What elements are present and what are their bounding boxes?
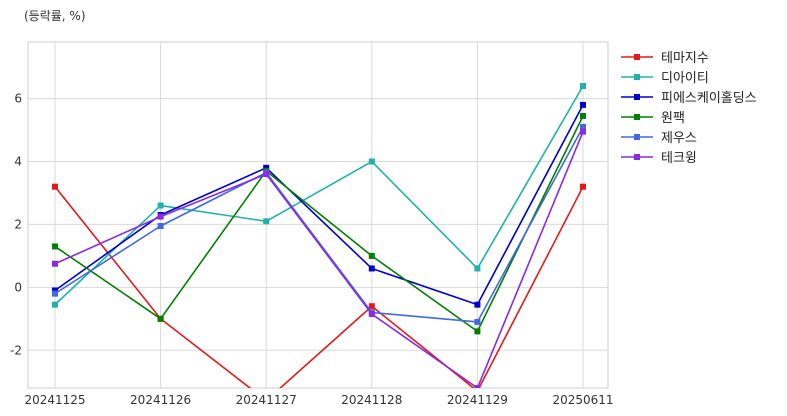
series-2-point — [474, 265, 481, 272]
legend-label: 디아이티 — [661, 71, 709, 86]
series-3-point — [368, 265, 375, 272]
series-5-point — [580, 123, 586, 130]
series-4-point — [580, 112, 586, 119]
series-3-point — [263, 164, 270, 171]
series-line-6 — [54, 131, 584, 388]
legend-label: 제우스 — [661, 131, 697, 146]
series-line-3 — [54, 104, 584, 306]
series-2-point — [157, 202, 164, 209]
series-5-point — [157, 223, 164, 230]
series-5-point — [474, 318, 481, 325]
y-tick-label: 6 — [14, 92, 22, 106]
legend-label: 원팩 — [661, 111, 685, 126]
series-6-point — [263, 171, 270, 178]
series-4-point — [368, 252, 375, 259]
series-2-point — [368, 158, 375, 165]
grid-lines — [28, 42, 608, 388]
legend-marker — [634, 54, 640, 60]
legend-label: 피에스케이홀딩스 — [661, 91, 757, 106]
series-4-point — [474, 328, 481, 335]
series-line-4 — [54, 115, 584, 333]
series-4-point — [157, 315, 164, 322]
legend-marker — [634, 134, 640, 140]
x-tick-label: 20241128 — [341, 393, 402, 407]
legend-marker — [634, 74, 640, 80]
series-6-point — [52, 260, 58, 267]
legend-marker — [634, 154, 640, 160]
series-3-point — [474, 301, 481, 308]
series-5-point — [52, 290, 58, 297]
series-line-2 — [54, 85, 584, 306]
y-tick-label: 2 — [14, 217, 22, 231]
legend-marker — [634, 114, 640, 120]
plot-area — [27, 41, 609, 389]
x-tick-label: 20241127 — [236, 393, 297, 407]
legend-marker — [634, 94, 640, 100]
legend-label: 테크윙 — [661, 150, 697, 166]
series-6-point — [474, 385, 481, 388]
series-2-point — [52, 301, 58, 308]
x-tick-label: 20250611 — [552, 393, 613, 407]
series-3-point — [52, 287, 58, 294]
series-6-point — [368, 311, 375, 318]
series-6-point — [580, 128, 586, 135]
series-1-point — [368, 303, 375, 310]
x-tick-label: 20241125 — [24, 393, 85, 407]
series-line-1 — [54, 186, 584, 388]
series-4-point — [52, 243, 58, 250]
x-tick-labels: 20241125 20241126 20241127 20241128 20241129… — [24, 393, 613, 407]
y-tick-label: 0 — [14, 280, 22, 294]
series-6-point — [157, 213, 164, 220]
y-axis-label: (등락률, %) — [24, 9, 86, 23]
y-tick-label: -2 — [10, 343, 22, 357]
series-1-point — [580, 183, 586, 190]
series-lines — [52, 83, 586, 388]
series-3-point — [580, 101, 586, 108]
series-1-point — [52, 183, 58, 190]
y-tick-labels: -2 0 2 4 6 — [10, 92, 22, 358]
y-tick-label: 4 — [14, 155, 22, 169]
legend-label: 테마지수 — [661, 51, 709, 66]
series-line-5 — [54, 126, 584, 323]
series-2-point — [580, 83, 586, 90]
x-tick-label: 20241129 — [447, 393, 508, 407]
series-2-point — [263, 218, 270, 225]
x-tick-label: 20241126 — [130, 393, 191, 407]
